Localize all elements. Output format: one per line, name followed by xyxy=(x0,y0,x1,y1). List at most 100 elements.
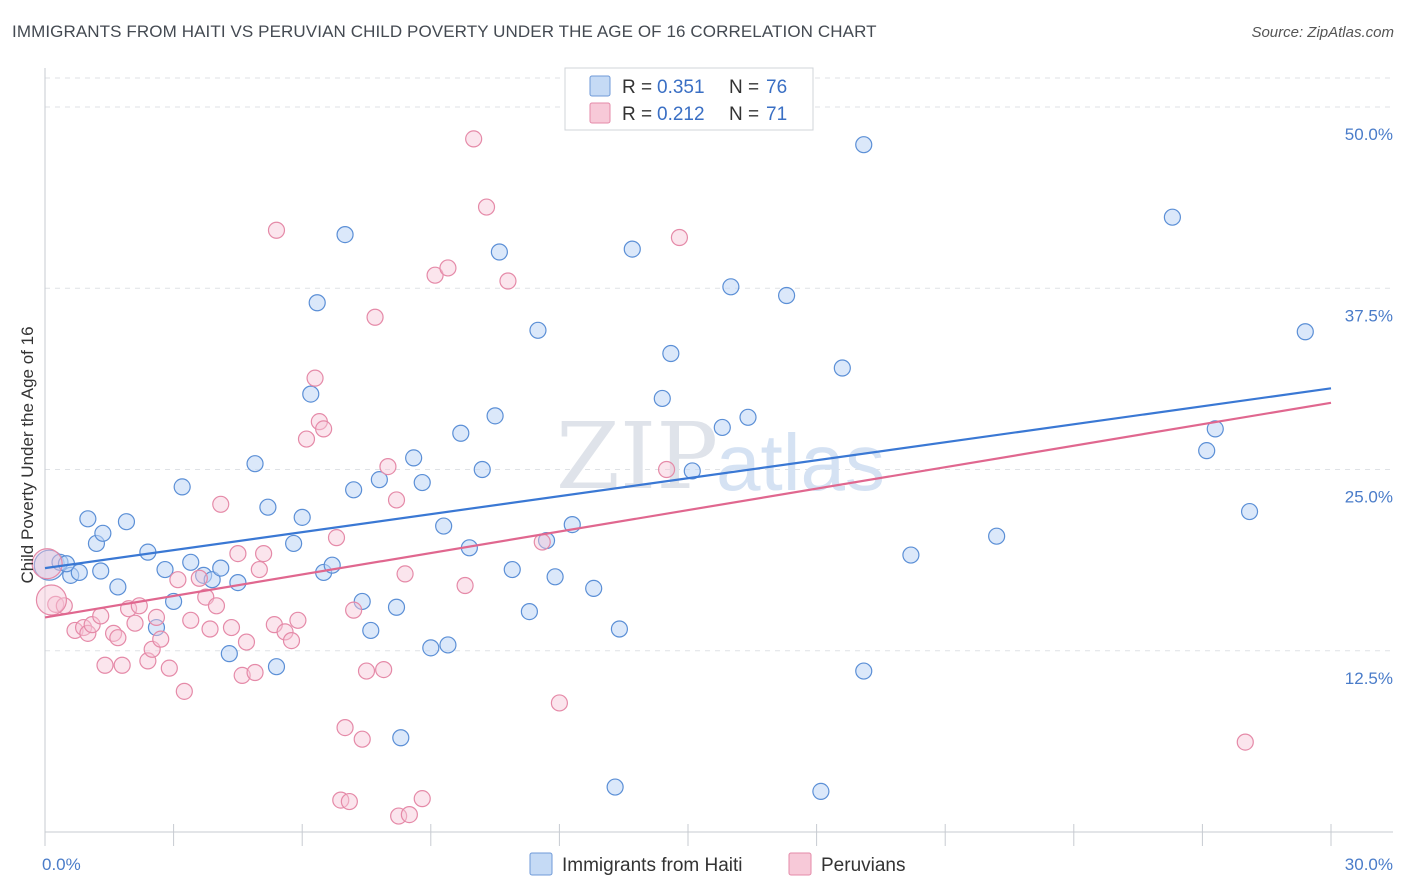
peruvian-point xyxy=(315,420,333,438)
peruvian-point xyxy=(426,266,444,284)
x-tick-label: 0.0% xyxy=(42,855,81,874)
haiti-point xyxy=(92,562,110,580)
haiti-point xyxy=(529,321,547,339)
haiti-point xyxy=(117,513,136,531)
haiti-point xyxy=(302,385,320,403)
haiti-point xyxy=(246,455,264,473)
peruvian-point xyxy=(169,571,187,589)
haiti-point xyxy=(610,620,629,638)
haiti-point xyxy=(1240,502,1259,521)
series-legend: Immigrants from Haiti Peruvians xyxy=(529,852,906,876)
haiti-point xyxy=(812,782,830,801)
haiti-point xyxy=(473,460,491,479)
haiti-point xyxy=(94,524,112,542)
peruvian-point xyxy=(246,663,264,682)
haiti-point xyxy=(486,407,504,425)
y-tick-label: 12.5% xyxy=(1345,669,1393,688)
peruvian-point xyxy=(83,616,101,634)
peruvian-point xyxy=(182,611,200,629)
legend-r-value-peruvians: 0.212 xyxy=(657,104,705,125)
legend-swatch-peruvians xyxy=(589,102,611,124)
chart-title: IMMIGRANTS FROM HAITI VS PERUVIAN CHILD … xyxy=(12,22,877,41)
x-tick-label: 30.0% xyxy=(1345,855,1393,874)
haiti-point xyxy=(156,560,174,579)
peruvian-point xyxy=(207,597,226,615)
haiti-point xyxy=(1206,420,1224,438)
haiti-point xyxy=(182,553,200,571)
haiti-trend-line xyxy=(44,387,1332,570)
peruvian-point xyxy=(113,656,131,674)
peruvian-point xyxy=(109,629,127,647)
peruvian-point xyxy=(212,495,230,513)
peruvian-point xyxy=(152,630,170,648)
haiti-point xyxy=(452,424,470,442)
haiti-point xyxy=(345,481,363,499)
haiti-point xyxy=(713,418,731,437)
trend-lines xyxy=(44,387,1332,619)
peruvian-point xyxy=(499,272,517,290)
haiti-point xyxy=(229,573,247,592)
haiti-point xyxy=(370,471,388,489)
haiti-point xyxy=(285,534,303,553)
x-tick-labels: 0.0% 30.0% xyxy=(42,855,1393,874)
peruvian-point xyxy=(396,565,414,583)
peruvian-point xyxy=(233,666,251,685)
haiti-point xyxy=(203,571,221,589)
gridlines xyxy=(45,77,1393,652)
haiti-point xyxy=(833,359,851,377)
peruvian-point xyxy=(456,576,474,595)
peruvian-point xyxy=(327,529,346,547)
peruvian-point xyxy=(357,662,376,680)
peruvian-point xyxy=(126,614,144,632)
legend-r-label-peruvians: R = xyxy=(622,104,652,125)
peruvian-point xyxy=(31,548,63,580)
peruvian-point xyxy=(550,694,569,712)
legend-n-value-haiti: 76 xyxy=(766,77,787,98)
peruvian-point xyxy=(379,458,397,476)
haiti-point xyxy=(435,517,453,535)
peruvian-point xyxy=(160,659,178,677)
peruvian-point xyxy=(147,608,166,627)
haiti-point xyxy=(353,592,371,611)
haiti-point xyxy=(308,294,326,312)
peruvian-point xyxy=(190,569,208,587)
haiti-point xyxy=(855,662,873,680)
peruvian-point xyxy=(282,631,301,650)
series-legend-swatch-haiti xyxy=(529,852,553,876)
peruvian-point xyxy=(297,430,316,448)
haiti-point xyxy=(79,510,97,528)
haiti-point xyxy=(855,136,873,154)
peruvian-point xyxy=(250,560,268,579)
haiti-point xyxy=(662,344,680,363)
peruvian-point xyxy=(35,584,68,616)
y-tick-label: 25.0% xyxy=(1345,488,1393,507)
peruvian-point xyxy=(175,682,193,700)
series-legend-label-peruvians: Peruvians xyxy=(821,855,906,876)
y-tick-label: 50.0% xyxy=(1345,125,1393,144)
chart-source: Source: ZipAtlas.com xyxy=(1251,24,1394,41)
haiti-point xyxy=(606,778,624,796)
haiti-point xyxy=(777,286,796,305)
haiti-point xyxy=(173,478,191,496)
haiti-point xyxy=(422,639,440,657)
peruvian-point xyxy=(332,791,350,809)
peruvian-point xyxy=(670,228,689,247)
correlation-legend: R = 0.351 N = 76 R = 0.212 N = 71 xyxy=(564,67,814,131)
legend-r-label-haiti: R = xyxy=(622,77,652,98)
haiti-point xyxy=(220,645,238,663)
peruvian-point xyxy=(255,544,273,563)
haiti-point xyxy=(1198,442,1216,460)
peruvian-point xyxy=(237,633,256,651)
peruvian-point xyxy=(387,491,406,509)
legend-n-label-haiti: N = xyxy=(729,77,759,98)
peruvian-point xyxy=(413,790,431,808)
peruvian-point xyxy=(47,595,65,613)
haiti-point xyxy=(503,560,521,579)
peruvian-point xyxy=(345,601,363,619)
haiti-point xyxy=(293,508,311,526)
haiti-point xyxy=(259,498,277,516)
legend-r-value-haiti: 0.351 xyxy=(657,77,705,98)
haiti-point xyxy=(439,636,457,654)
haiti-point xyxy=(413,473,431,492)
